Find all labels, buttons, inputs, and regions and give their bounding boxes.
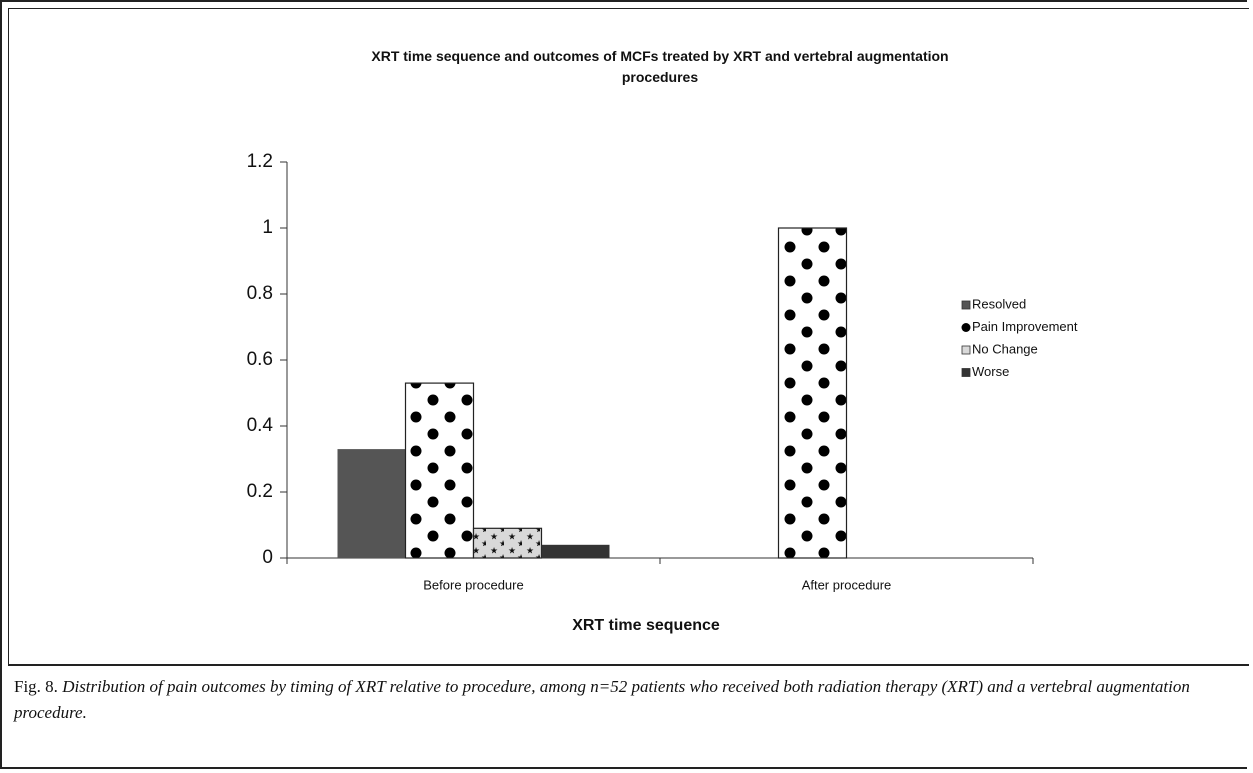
chart-box: [8, 8, 1249, 666]
legend-marker: [961, 300, 971, 310]
y-tick-label: 0: [262, 547, 273, 568]
y-tick-label: 0.6: [247, 349, 273, 370]
bar: [541, 544, 610, 558]
y-tick-label: 1.2: [247, 151, 273, 172]
bar: [404, 382, 475, 559]
x-axis-label: XRT time sequence: [572, 617, 720, 634]
legend-label: Resolved: [972, 296, 1026, 311]
legend-label: No Change: [972, 341, 1038, 356]
y-tick-label: 0.8: [247, 283, 273, 304]
x-tick-label: After procedure: [802, 577, 892, 592]
caption: Fig. 8. Distribution of pain outcomes by…: [14, 674, 1214, 726]
chart-title: XRT time sequence and outcomes of MCFs t…: [371, 48, 949, 85]
legend-marker: [961, 345, 971, 355]
bar: [472, 527, 543, 559]
legend-marker: [961, 323, 971, 332]
y-tick-label: 0.2: [247, 481, 273, 502]
caption-text: Distribution of pain outcomes by timing …: [14, 677, 1190, 722]
legend-label: Worse: [972, 364, 1009, 379]
legend-marker: [961, 368, 971, 377]
bar: [777, 227, 848, 559]
y-tick-label: 0.4: [247, 415, 274, 436]
bar: [337, 449, 406, 558]
caption-label: Fig. 8.: [14, 677, 58, 696]
x-tick-label: Before procedure: [423, 577, 523, 592]
y-tick-label: 1: [262, 217, 273, 238]
legend-label: Pain Improvement: [972, 319, 1078, 334]
